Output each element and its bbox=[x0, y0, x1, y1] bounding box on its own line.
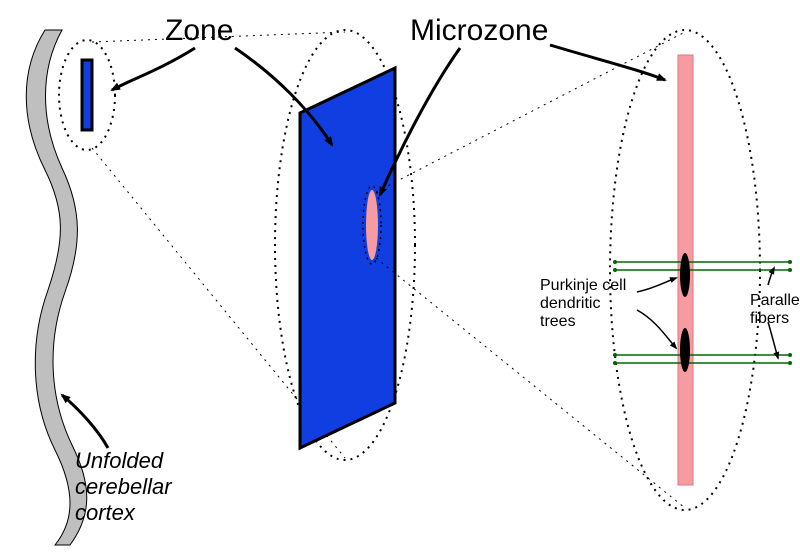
purkinje-cell-2 bbox=[680, 328, 690, 372]
arrow-purkinje-upper bbox=[637, 278, 676, 292]
zone-panel bbox=[300, 68, 395, 448]
microzone-label: Microzone bbox=[410, 14, 548, 47]
purkinje-label: Purkinje celldendritictrees bbox=[540, 277, 626, 330]
purkinje-cell-1 bbox=[680, 253, 690, 297]
arrow-micro-to-panel3 bbox=[550, 45, 665, 80]
zoom-line-2-bot bbox=[376, 258, 685, 508]
arrow-purkinje-lower bbox=[637, 310, 676, 348]
zoom-line-2-top bbox=[376, 32, 685, 192]
zone-strip-on-cortex bbox=[82, 60, 92, 130]
arrow-parallel-lower bbox=[768, 322, 778, 358]
unfolded-label: Unfoldedcerebellarcortex bbox=[75, 448, 173, 525]
parallel-label: Parallefibers bbox=[750, 292, 800, 327]
arrow-zone-to-cortex bbox=[112, 48, 195, 90]
zone-label: Zone bbox=[165, 14, 233, 47]
diagram-canvas: Zone Microzone Unfoldedcerebellarcortex … bbox=[0, 0, 800, 558]
microzone-in-zone bbox=[366, 190, 378, 260]
